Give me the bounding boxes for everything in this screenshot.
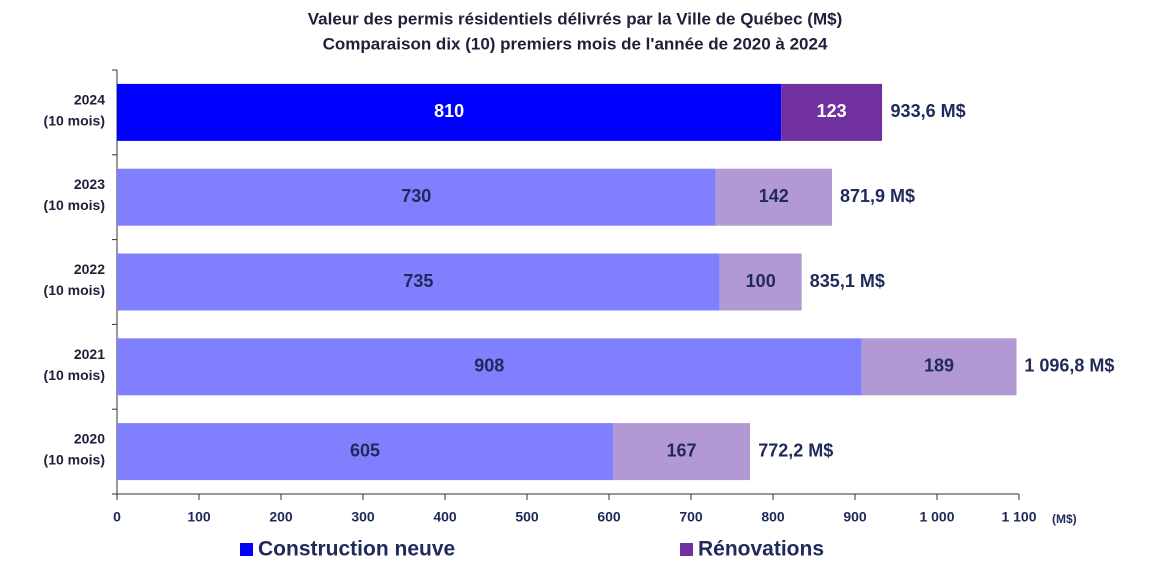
total-label: 835,1 M$ <box>810 271 885 291</box>
value-label: 189 <box>924 356 954 376</box>
chart-subtitle: Comparaison dix (10) premiers mois de l'… <box>323 34 828 53</box>
legend-label: Rénovations <box>698 538 824 561</box>
value-label: 730 <box>401 186 431 206</box>
total-label: 772,2 M$ <box>758 440 833 460</box>
legend-label: Construction neuve <box>258 538 455 561</box>
total-label: 1 096,8 M$ <box>1024 356 1114 376</box>
bar-segment <box>117 253 720 311</box>
bar-segment <box>117 338 862 396</box>
x-tick-label: 100 <box>187 509 211 525</box>
x-tick-label: 800 <box>761 509 785 525</box>
value-label: 735 <box>403 271 433 291</box>
value-label: 908 <box>474 356 504 376</box>
bar-segment <box>861 338 1017 396</box>
bar-segment <box>781 83 883 141</box>
total-label: 933,6 M$ <box>891 101 966 121</box>
value-label: 167 <box>667 440 697 460</box>
bar-segment <box>719 253 802 311</box>
legend-swatch <box>680 543 693 556</box>
x-tick-label: 300 <box>351 509 375 525</box>
x-unit: (M$) <box>1052 512 1077 526</box>
category-label: 2020 (10 mois) <box>44 430 106 467</box>
bar-segment <box>117 423 614 481</box>
x-tick-label: 700 <box>679 509 703 525</box>
bar-segment <box>117 83 782 141</box>
value-label: 810 <box>434 101 464 121</box>
x-tick-label: 600 <box>597 509 621 525</box>
x-tick-label: 1 000 <box>919 509 954 525</box>
x-tick-label: 1 100 <box>1001 509 1036 525</box>
value-label: 100 <box>746 271 776 291</box>
chart-title: Valeur des permis résidentiels délivrés … <box>308 9 842 28</box>
value-label: 605 <box>350 440 380 460</box>
bar-segment <box>715 168 833 226</box>
value-label: 142 <box>759 186 789 206</box>
x-tick-label: 500 <box>515 509 539 525</box>
total-label: 871,9 M$ <box>840 186 915 206</box>
category-label: 2023 (10 mois) <box>44 176 106 213</box>
bar-segment <box>117 168 716 226</box>
x-tick-label: 0 <box>113 509 121 525</box>
x-tick-label: 200 <box>269 509 293 525</box>
x-tick-label: 900 <box>843 509 867 525</box>
category-label: 2021 (10 mois) <box>44 346 106 383</box>
legend-swatch <box>240 543 253 556</box>
category-label: 2024 (10 mois) <box>44 91 106 128</box>
x-tick-label: 400 <box>433 509 457 525</box>
value-label: 123 <box>817 101 847 121</box>
category-label: 2022 (10 mois) <box>44 261 106 298</box>
bar-segment <box>613 423 751 481</box>
